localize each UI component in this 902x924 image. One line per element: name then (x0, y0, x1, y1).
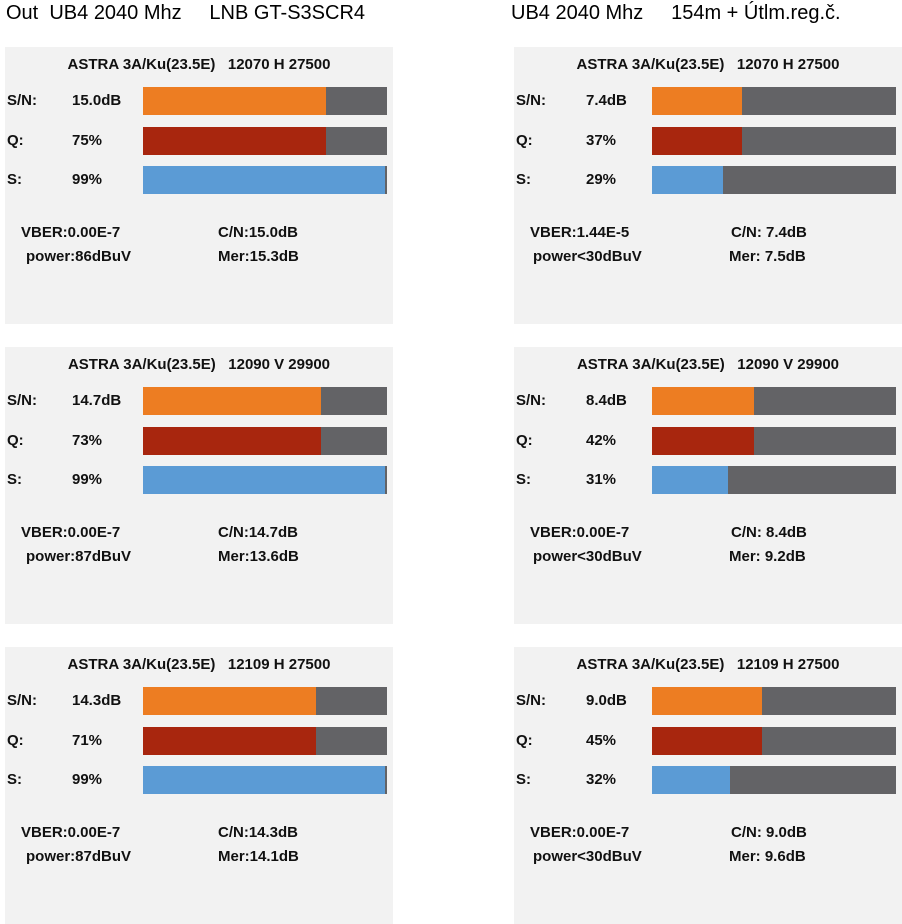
row-label: Q: (516, 431, 533, 449)
row-value: 29% (586, 171, 617, 188)
row-label: Q: (516, 131, 533, 149)
signal-panel: ASTRA 3A/Ku(23.5E) 12090 V 29900 S/N: 8.4d… (514, 347, 902, 624)
row-value: 15.0dB (72, 92, 122, 109)
signal-panel: ASTRA 3A/Ku(23.5E) 12109 H 27500 S/N: 14.3… (5, 647, 393, 924)
bar-fill (652, 426, 755, 455)
panel-title: ASTRA 3A/Ku(23.5E) 12090 V 29900 (67, 356, 331, 373)
vber: VBER:0.00E-7 (21, 824, 121, 841)
row-label: S: (7, 771, 22, 788)
row-label: Q: (7, 431, 24, 449)
mer: Mer: 9.2dB (729, 548, 806, 565)
header-left: Out UB4 2040 Mhz LNB GT-S3SCR4 (6, 2, 366, 24)
bar-fill (652, 126, 743, 155)
row-label: S/N: (7, 92, 37, 109)
vber: VBER:0.00E-7 (21, 524, 121, 541)
mer: Mer: 7.5dB (729, 248, 806, 265)
panel-title: ASTRA 3A/Ku(23.5E) 12070 H 27500 (67, 56, 331, 73)
row-value: 73% (72, 431, 103, 449)
row-value: 9.0dB (586, 692, 627, 709)
cn: C/N: 7.4dB (731, 224, 807, 241)
row-label: S: (516, 471, 531, 488)
bar-fill (143, 426, 322, 455)
cn: C/N:15.0dB (218, 224, 299, 241)
row-label: S: (516, 771, 531, 788)
mer: Mer:13.6dB (218, 548, 299, 565)
bar-fill (143, 726, 317, 755)
row-value: 99% (72, 171, 103, 188)
row-value: 37% (586, 131, 617, 149)
row-label: S: (7, 471, 22, 488)
row-label: Q: (7, 131, 24, 149)
signal-panel: ASTRA 3A/Ku(23.5E) 12070 H 27500 S/N: 7.4d… (514, 47, 902, 324)
vber: VBER:0.00E-7 (530, 524, 630, 541)
bar-fill (143, 166, 385, 194)
row-label: S: (7, 171, 22, 188)
row-value: 45% (586, 731, 617, 749)
row-value: 14.7dB (72, 392, 122, 409)
bar-fill (143, 126, 326, 155)
row-value: 42% (586, 431, 617, 449)
bar-fill (652, 166, 723, 194)
bar-fill (652, 466, 728, 494)
row-value: 99% (72, 471, 103, 488)
row-value: 8.4dB (586, 392, 627, 409)
row-label: Q: (516, 731, 533, 749)
signal-panel: ASTRA 3A/Ku(23.5E) 12109 H 27500 S/N: 9.0d… (514, 647, 902, 924)
row-label: S/N: (516, 692, 546, 709)
power: power<30dBuV (533, 848, 642, 865)
power: power:86dBuV (26, 248, 132, 265)
header-right: UB4 2040 Mhz 154m + Útlm.reg.č. (511, 2, 841, 24)
row-label: S/N: (516, 392, 546, 409)
power: power<30dBuV (533, 548, 642, 565)
row-value: 99% (72, 771, 103, 788)
page: Out UB4 2040 Mhz LNB GT-S3SCR4 UB4 2040 … (5, 2, 902, 924)
power: power:87dBuV (26, 848, 132, 865)
vber: VBER:0.00E-7 (530, 824, 630, 841)
row-label: S/N: (7, 392, 37, 409)
bar-fill (652, 687, 762, 715)
row-label: S/N: (516, 92, 546, 109)
mer: Mer: 9.6dB (729, 848, 806, 865)
power: power:87dBuV (26, 548, 132, 565)
bar-fill (143, 87, 326, 115)
bar-fill (143, 466, 385, 494)
power: power<30dBuV (533, 248, 642, 265)
panel-title: ASTRA 3A/Ku(23.5E) 12109 H 27500 (576, 656, 840, 673)
bar-fill (652, 726, 762, 755)
bar-fill (143, 387, 322, 415)
row-value: 7.4dB (586, 92, 627, 109)
bar-fill (652, 87, 743, 115)
row-value: 32% (586, 771, 617, 788)
signal-panel: ASTRA 3A/Ku(23.5E) 12090 V 29900 S/N: 14.7… (5, 347, 393, 624)
bar-fill (143, 687, 317, 715)
row-value: 71% (72, 731, 103, 749)
row-value: 75% (72, 131, 103, 149)
cn: C/N: 9.0dB (731, 824, 807, 841)
cn: C/N:14.7dB (218, 524, 299, 541)
bar-fill (652, 766, 731, 794)
row-label: Q: (7, 731, 24, 749)
signal-panel: ASTRA 3A/Ku(23.5E) 12070 H 27500 S/N: 15.0… (5, 47, 393, 324)
panel-title: ASTRA 3A/Ku(23.5E) 12070 H 27500 (576, 56, 840, 73)
cn: C/N:14.3dB (218, 824, 299, 841)
row-value: 14.3dB (72, 692, 122, 709)
bar-fill (143, 766, 385, 794)
cn: C/N: 8.4dB (731, 524, 807, 541)
vber: VBER:1.44E-5 (530, 224, 630, 241)
vber: VBER:0.00E-7 (21, 224, 121, 241)
row-label: S/N: (7, 692, 37, 709)
mer: Mer:14.1dB (218, 848, 299, 865)
row-label: S: (516, 171, 531, 188)
bar-fill (652, 387, 755, 415)
mer: Mer:15.3dB (218, 248, 299, 265)
row-value: 31% (586, 471, 617, 488)
panel-title: ASTRA 3A/Ku(23.5E) 12090 V 29900 (576, 356, 840, 373)
panel-title: ASTRA 3A/Ku(23.5E) 12109 H 27500 (67, 656, 331, 673)
